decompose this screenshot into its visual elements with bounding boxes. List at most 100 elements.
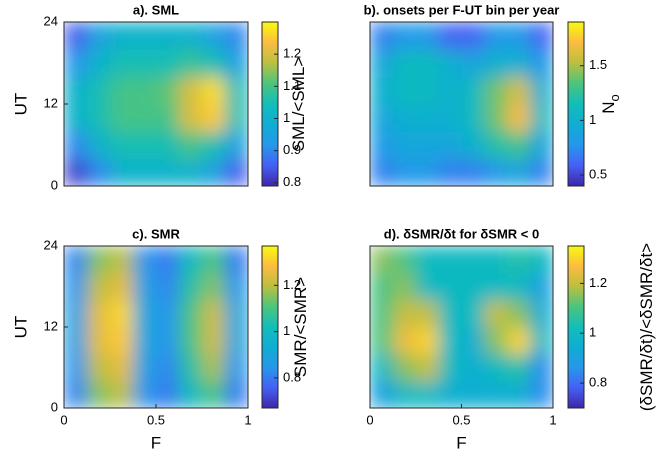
heatmap-cell [64,246,88,274]
heatmap-cell [64,22,88,50]
heatmap-cell [64,131,88,160]
heatmap-cell [415,327,440,355]
heatmap-cell [110,300,134,328]
heatmap-cell [370,327,394,355]
heatmap-cell [156,354,180,382]
heatmap-cells [370,22,553,186]
panel-title: c). SMR [132,226,180,241]
heatmap-cell [225,381,248,408]
heatmap-cell [370,300,394,328]
heatmap-cell [87,49,111,78]
heatmap-cell [438,246,462,274]
y-axis-label: UT [11,316,30,339]
heatmap-cell [133,76,157,105]
heatmap-cell [87,131,111,160]
heatmap-cell [438,300,462,328]
colorbar-tick-label: 1.2 [283,277,301,292]
heatmap-cell [370,22,394,50]
heatmap-cell [179,327,203,355]
heatmap-cell [202,104,226,132]
heatmap-cell [415,104,440,132]
heatmap-cell [507,22,531,50]
heatmap-cell [438,273,462,301]
heatmap-cell [507,300,531,328]
heatmap-cell [110,104,134,132]
heatmap-cell [202,246,226,274]
heatmap-cell [415,381,440,408]
heatmap-cell [156,49,180,78]
x-tick-label: 0.5 [452,412,470,427]
heatmap-cell [461,131,485,160]
heatmap-cell [87,327,111,355]
heatmap-cell [530,246,553,274]
heatmap-cell [507,131,531,160]
heatmap-cell [202,158,226,186]
heatmap-cell [530,76,553,105]
heatmap-cell [179,273,203,301]
heatmap-cell [530,49,553,78]
heatmap-cell [225,104,248,132]
heatmap-cells [64,22,248,186]
heatmap-cell [530,273,553,301]
panel-title: b). onsets per F-UT bin per year [364,2,560,17]
heatmap-cell [225,49,248,78]
heatmap-cell [156,381,180,408]
heatmap-cell [225,158,248,186]
heatmap-cell [392,104,417,132]
heatmap-cell [110,22,134,50]
heatmap-cell [507,49,531,78]
colorbar-tick-label: 0.5 [589,167,607,182]
colorbar-label-text: N [599,101,618,113]
heatmap-cell [461,273,485,301]
heatmap-cell [179,158,203,186]
heatmap-cell [202,381,226,408]
heatmap-cell [133,354,157,382]
colorbar-tick-label: 1 [589,325,596,340]
heatmap-cell [438,76,462,105]
heatmap-cell [202,22,226,50]
panel-title: a). SML [133,2,179,17]
colorbar-label: No [599,94,622,114]
heatmap-cell [484,104,508,132]
heatmap-cell [370,273,394,301]
heatmap-cell [110,381,134,408]
heatmap-cell [133,327,157,355]
heatmap-cell [64,327,88,355]
heatmap-cell [64,76,88,105]
heatmap-cell [438,104,462,132]
heatmap-cell [530,158,553,186]
heatmap-cell [156,246,180,274]
heatmap-cell [156,131,180,160]
heatmap-cell [87,76,111,105]
heatmap-area [64,22,248,186]
heatmap-cell [64,158,88,186]
x-axis-label: F [151,433,161,452]
heatmap-cell [370,158,394,186]
heatmap-cell [484,246,508,274]
heatmap-cell [202,300,226,328]
colorbar-label-text: SMR/<SMR> [291,277,310,377]
heatmap-cell [530,381,553,408]
heatmap-cell [110,246,134,274]
heatmap-cell [133,49,157,78]
heatmap-cell [64,354,88,382]
colorbar-tick-label: 1.2 [283,46,301,61]
heatmap-cell [225,22,248,50]
heatmap-cell [415,76,440,105]
heatmap-cell [87,354,111,382]
heatmap-cell [370,49,394,78]
heatmap-cell [202,49,226,78]
colorbar-tick-label: 1 [283,110,290,125]
heatmap-cell [179,49,203,78]
heatmap-cell [484,381,508,408]
x-tick-label: 0.5 [147,412,165,427]
heatmap-cell [461,158,485,186]
heatmap-cell [392,246,417,274]
heatmap-cell [225,246,248,274]
heatmap-cell [484,76,508,105]
heatmap-cell [179,131,203,160]
heatmap-area [370,22,553,186]
heatmap-cell [507,158,531,186]
heatmap-cell [392,327,417,355]
heatmap-cell [202,273,226,301]
